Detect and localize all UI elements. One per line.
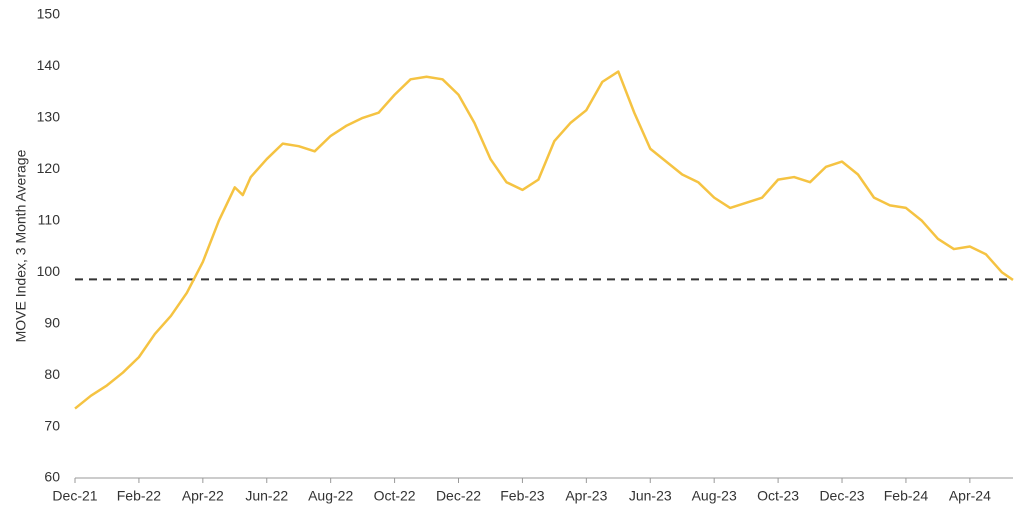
x-tick-label: Feb-22 bbox=[117, 488, 162, 504]
x-tick-label: Jun-23 bbox=[629, 488, 672, 504]
y-tick-label: 110 bbox=[38, 211, 61, 227]
y-tick-label: 60 bbox=[44, 469, 60, 485]
x-tick-label: Aug-22 bbox=[308, 488, 353, 504]
y-tick-label: 130 bbox=[37, 109, 61, 125]
y-tick-label: 80 bbox=[44, 366, 60, 382]
x-tick-label: Feb-23 bbox=[500, 488, 545, 504]
x-tick-label: Dec-22 bbox=[436, 488, 481, 504]
x-tick-label: Feb-24 bbox=[884, 488, 929, 504]
x-tick-label: Dec-21 bbox=[52, 488, 97, 504]
x-tick-label: Aug-23 bbox=[692, 488, 737, 504]
data-line bbox=[74, 70, 1014, 410]
y-axis-label: MOVE Index, 3 Month Average bbox=[13, 149, 29, 342]
y-tick-label: 140 bbox=[37, 57, 61, 73]
y-tick-label: 90 bbox=[44, 314, 60, 330]
x-tick-label: Dec-23 bbox=[819, 488, 864, 504]
y-tick-label: 70 bbox=[44, 417, 60, 433]
y-tick-label: 150 bbox=[37, 6, 61, 22]
x-tick-label: Apr-24 bbox=[949, 488, 991, 504]
y-tick-label: 120 bbox=[37, 160, 61, 176]
x-tick-label: Oct-23 bbox=[757, 488, 799, 504]
x-tick-label: Jun-22 bbox=[245, 488, 288, 504]
x-tick-label: Apr-22 bbox=[182, 488, 224, 504]
x-tick-label: Apr-23 bbox=[565, 488, 607, 504]
x-tick-label: Oct-22 bbox=[374, 488, 416, 504]
y-tick-label: 100 bbox=[37, 263, 61, 279]
